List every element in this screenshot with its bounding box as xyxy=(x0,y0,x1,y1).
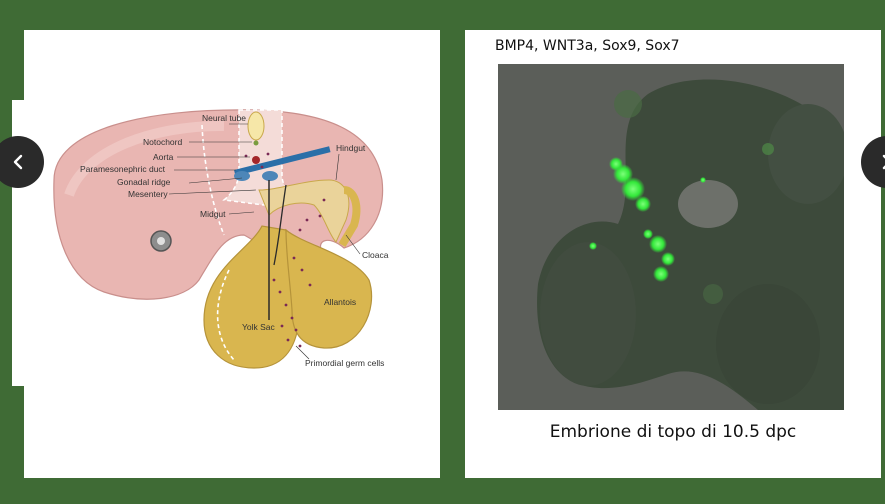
embryo-diagram: Neural tube Notochord Aorta Paramesoneph… xyxy=(53,109,389,369)
label-paramesonephric-duct: Paramesonephric duct xyxy=(80,164,166,174)
chevron-right-icon xyxy=(882,154,885,170)
label-allantois: Allantois xyxy=(324,297,356,307)
allantois xyxy=(285,228,373,349)
notochord xyxy=(253,140,259,146)
label-mesentery: Mesentery xyxy=(128,189,168,199)
chevron-left-icon xyxy=(13,154,23,170)
embryo-diagram-slide: Neural tube Notochord Aorta Paramesoneph… xyxy=(24,30,440,478)
label-neural-tube: Neural tube xyxy=(202,113,246,123)
label-notochord: Notochord xyxy=(143,137,182,147)
aorta xyxy=(252,156,260,164)
label-hindgut: Hindgut xyxy=(336,143,366,153)
gut xyxy=(258,179,350,243)
marker-list: BMP4, WNT3a, Sox9, Sox7 xyxy=(495,38,680,54)
label-cloaca: Cloaca xyxy=(362,250,389,260)
hindgut xyxy=(338,186,361,248)
label-midgut: Midgut xyxy=(200,209,226,219)
label-gonadal-ridge: Gonadal ridge xyxy=(117,177,171,187)
label-aorta: Aorta xyxy=(153,152,174,162)
fluorescence-image xyxy=(498,64,844,410)
label-yolk-sac: Yolk Sac xyxy=(242,322,276,332)
microscopy-slide: BMP4, WNT3a, Sox9, Sox7 xyxy=(465,30,881,478)
label-primordial-germ-cells: Primordial germ cells xyxy=(305,358,384,368)
previous-slide-button[interactable] xyxy=(0,136,44,188)
neural-tube xyxy=(247,111,265,141)
image-caption: Embrione di topo di 10.5 dpc xyxy=(549,422,797,442)
